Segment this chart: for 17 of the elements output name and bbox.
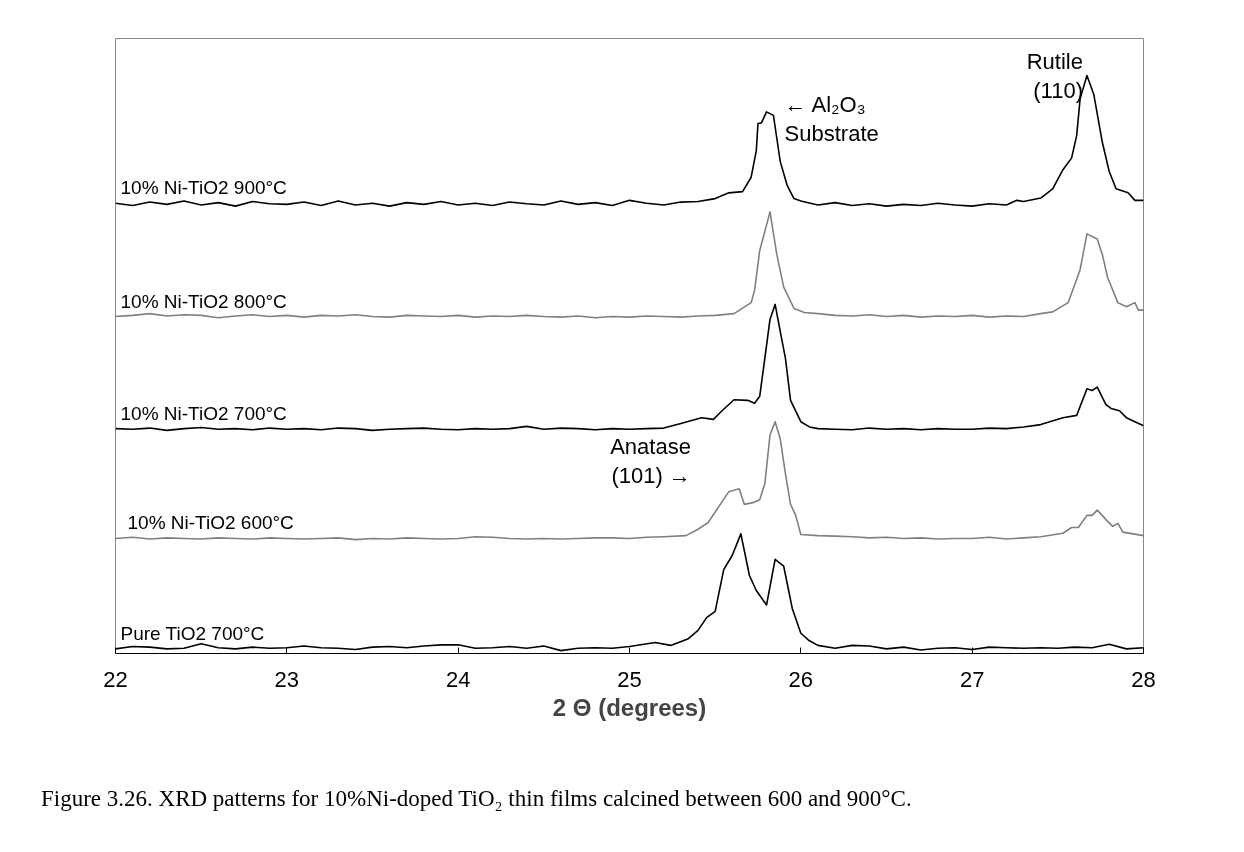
series-label: Pure TiO2 700°C: [120, 622, 265, 644]
series-label: 10% Ni-TiO2 900°C: [120, 177, 287, 199]
x-tick-label: 23: [274, 666, 300, 692]
series-label: 10% Ni-TiO2 600°C: [127, 512, 294, 534]
series-label: 10% Ni-TiO2 700°C: [120, 402, 287, 424]
x-axis-title: 2 Θ (degrees): [552, 693, 707, 721]
annotation: Anatase (101) →: [610, 433, 691, 488]
x-tick-label: 22: [103, 666, 128, 692]
x-tick-label: 27: [959, 666, 985, 692]
x-tick-label: 28: [1131, 666, 1156, 692]
x-tick-label: 26: [788, 666, 814, 692]
x-tick-label: 25: [617, 666, 642, 692]
annotation: ← Al₂O₃ Substrate: [784, 91, 879, 146]
series-label: 10% Ni-TiO2 800°C: [120, 290, 287, 312]
annotation: Rutile (110): [1026, 49, 1083, 104]
x-tick-label: 24: [445, 666, 471, 692]
caption: Figure 3.26. XRD patterns for 10%Ni-doped TiO₂ thin films calcined between 600 and 900°C.: [40, 785, 913, 813]
